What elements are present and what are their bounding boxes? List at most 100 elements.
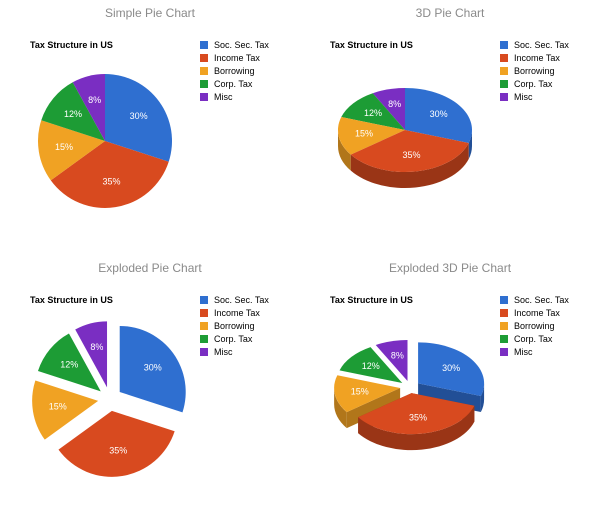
legend-label: Income Tax xyxy=(214,53,260,63)
legend-item: Borrowing xyxy=(500,321,569,331)
legend-swatch xyxy=(200,296,208,304)
legend-label: Misc xyxy=(514,347,533,357)
legend-label: Borrowing xyxy=(214,66,255,76)
legend-label: Corp. Tax xyxy=(214,79,252,89)
legend-item: Misc xyxy=(200,347,269,357)
legend-swatch xyxy=(200,348,208,356)
panel-subtitle: Tax Structure in US xyxy=(30,295,113,305)
svg-text:8%: 8% xyxy=(391,351,404,361)
legend-item: Income Tax xyxy=(200,53,269,63)
legend-label: Borrowing xyxy=(214,321,255,331)
panel-subtitle: Tax Structure in US xyxy=(330,295,413,305)
legend-label: Misc xyxy=(514,92,533,102)
legend-label: Misc xyxy=(214,347,233,357)
legend-item: Misc xyxy=(500,92,569,102)
panel-exploded-3d-pie: Exploded 3D Pie Chart Tax Structure in U… xyxy=(300,255,600,510)
legend-item: Misc xyxy=(500,347,569,357)
legend-swatch xyxy=(200,67,208,75)
svg-text:35%: 35% xyxy=(109,446,127,456)
legend-swatch xyxy=(500,296,508,304)
svg-text:8%: 8% xyxy=(388,99,401,109)
svg-text:15%: 15% xyxy=(55,142,73,152)
legend-swatch xyxy=(500,54,508,62)
legend-2: Soc. Sec. Tax Income Tax Borrowing Corp. Ta… xyxy=(200,295,269,360)
legend-item: Income Tax xyxy=(500,308,569,318)
legend-1: Soc. Sec. Tax Income Tax Borrowing Corp. Ta… xyxy=(500,40,569,105)
svg-text:30%: 30% xyxy=(430,109,448,119)
legend-label: Corp. Tax xyxy=(514,79,552,89)
legend-item: Borrowing xyxy=(200,321,269,331)
legend-swatch xyxy=(500,335,508,343)
legend-swatch xyxy=(200,54,208,62)
legend-3: Soc. Sec. Tax Income Tax Borrowing Corp. Ta… xyxy=(500,295,569,360)
legend-label: Corp. Tax xyxy=(514,334,552,344)
legend-swatch xyxy=(500,309,508,317)
legend-item: Corp. Tax xyxy=(200,79,269,89)
legend-label: Corp. Tax xyxy=(214,334,252,344)
panel-3d-pie: 3D Pie Chart Tax Structure in US 30% 35% 1… xyxy=(300,0,600,255)
legend-item: Corp. Tax xyxy=(200,334,269,344)
panel-title: 3D Pie Chart xyxy=(300,0,600,20)
svg-text:30%: 30% xyxy=(144,362,162,372)
legend-label: Borrowing xyxy=(514,66,555,76)
legend-label: Soc. Sec. Tax xyxy=(214,295,269,305)
svg-text:15%: 15% xyxy=(49,402,67,412)
panel-title: Simple Pie Chart xyxy=(0,0,300,20)
svg-text:30%: 30% xyxy=(130,111,148,121)
legend-item: Misc xyxy=(200,92,269,102)
svg-text:15%: 15% xyxy=(351,386,369,396)
legend-item: Borrowing xyxy=(500,66,569,76)
legend-swatch xyxy=(500,93,508,101)
legend-swatch xyxy=(500,41,508,49)
legend-label: Soc. Sec. Tax xyxy=(214,40,269,50)
legend-label: Income Tax xyxy=(514,53,560,63)
svg-text:12%: 12% xyxy=(60,360,78,370)
page: Simple Pie Chart Tax Structure in US 30%… xyxy=(0,0,600,510)
legend-swatch xyxy=(500,67,508,75)
chart-svg-2: 30% 35% 15% 12% 8% xyxy=(20,311,200,491)
svg-text:12%: 12% xyxy=(364,108,382,118)
legend-0: Soc. Sec. Tax Income Tax Borrowing Corp. Ta… xyxy=(200,40,269,105)
legend-swatch xyxy=(200,80,208,88)
legend-item: Corp. Tax xyxy=(500,334,569,344)
legend-label: Income Tax xyxy=(214,308,260,318)
panel-subtitle: Tax Structure in US xyxy=(30,40,113,50)
legend-item: Borrowing xyxy=(200,66,269,76)
legend-item: Soc. Sec. Tax xyxy=(500,295,569,305)
legend-swatch xyxy=(500,322,508,330)
panel-title: Exploded Pie Chart xyxy=(0,255,300,275)
legend-swatch xyxy=(200,93,208,101)
svg-text:8%: 8% xyxy=(90,342,103,352)
svg-text:12%: 12% xyxy=(362,361,380,371)
legend-label: Soc. Sec. Tax xyxy=(514,295,569,305)
svg-text:35%: 35% xyxy=(102,176,120,186)
chart-svg-1: 30% 35% 15% 12% 8% xyxy=(320,60,490,210)
legend-item: Corp. Tax xyxy=(500,79,569,89)
svg-text:30%: 30% xyxy=(442,363,460,373)
legend-label: Borrowing xyxy=(514,321,555,331)
chart-svg-3: 30% 35% 15% 12% 8% xyxy=(320,315,500,475)
svg-text:8%: 8% xyxy=(88,95,101,105)
panel-exploded-pie: Exploded Pie Chart Tax Structure in US 3… xyxy=(0,255,300,510)
svg-text:15%: 15% xyxy=(355,128,373,138)
legend-item: Soc. Sec. Tax xyxy=(500,40,569,50)
legend-swatch xyxy=(200,41,208,49)
legend-swatch xyxy=(500,348,508,356)
legend-swatch xyxy=(200,309,208,317)
legend-item: Income Tax xyxy=(500,53,569,63)
panel-subtitle: Tax Structure in US xyxy=(330,40,413,50)
legend-swatch xyxy=(500,80,508,88)
legend-item: Soc. Sec. Tax xyxy=(200,40,269,50)
panel-title: Exploded 3D Pie Chart xyxy=(300,255,600,275)
legend-swatch xyxy=(200,322,208,330)
legend-label: Income Tax xyxy=(514,308,560,318)
legend-item: Income Tax xyxy=(200,308,269,318)
legend-item: Soc. Sec. Tax xyxy=(200,295,269,305)
chart-svg-0: 30%35%15%12%8% xyxy=(20,56,190,226)
legend-swatch xyxy=(200,335,208,343)
legend-label: Soc. Sec. Tax xyxy=(514,40,569,50)
legend-label: Misc xyxy=(214,92,233,102)
panel-simple-pie: Simple Pie Chart Tax Structure in US 30%… xyxy=(0,0,300,255)
svg-text:35%: 35% xyxy=(402,150,420,160)
svg-text:35%: 35% xyxy=(409,413,427,423)
